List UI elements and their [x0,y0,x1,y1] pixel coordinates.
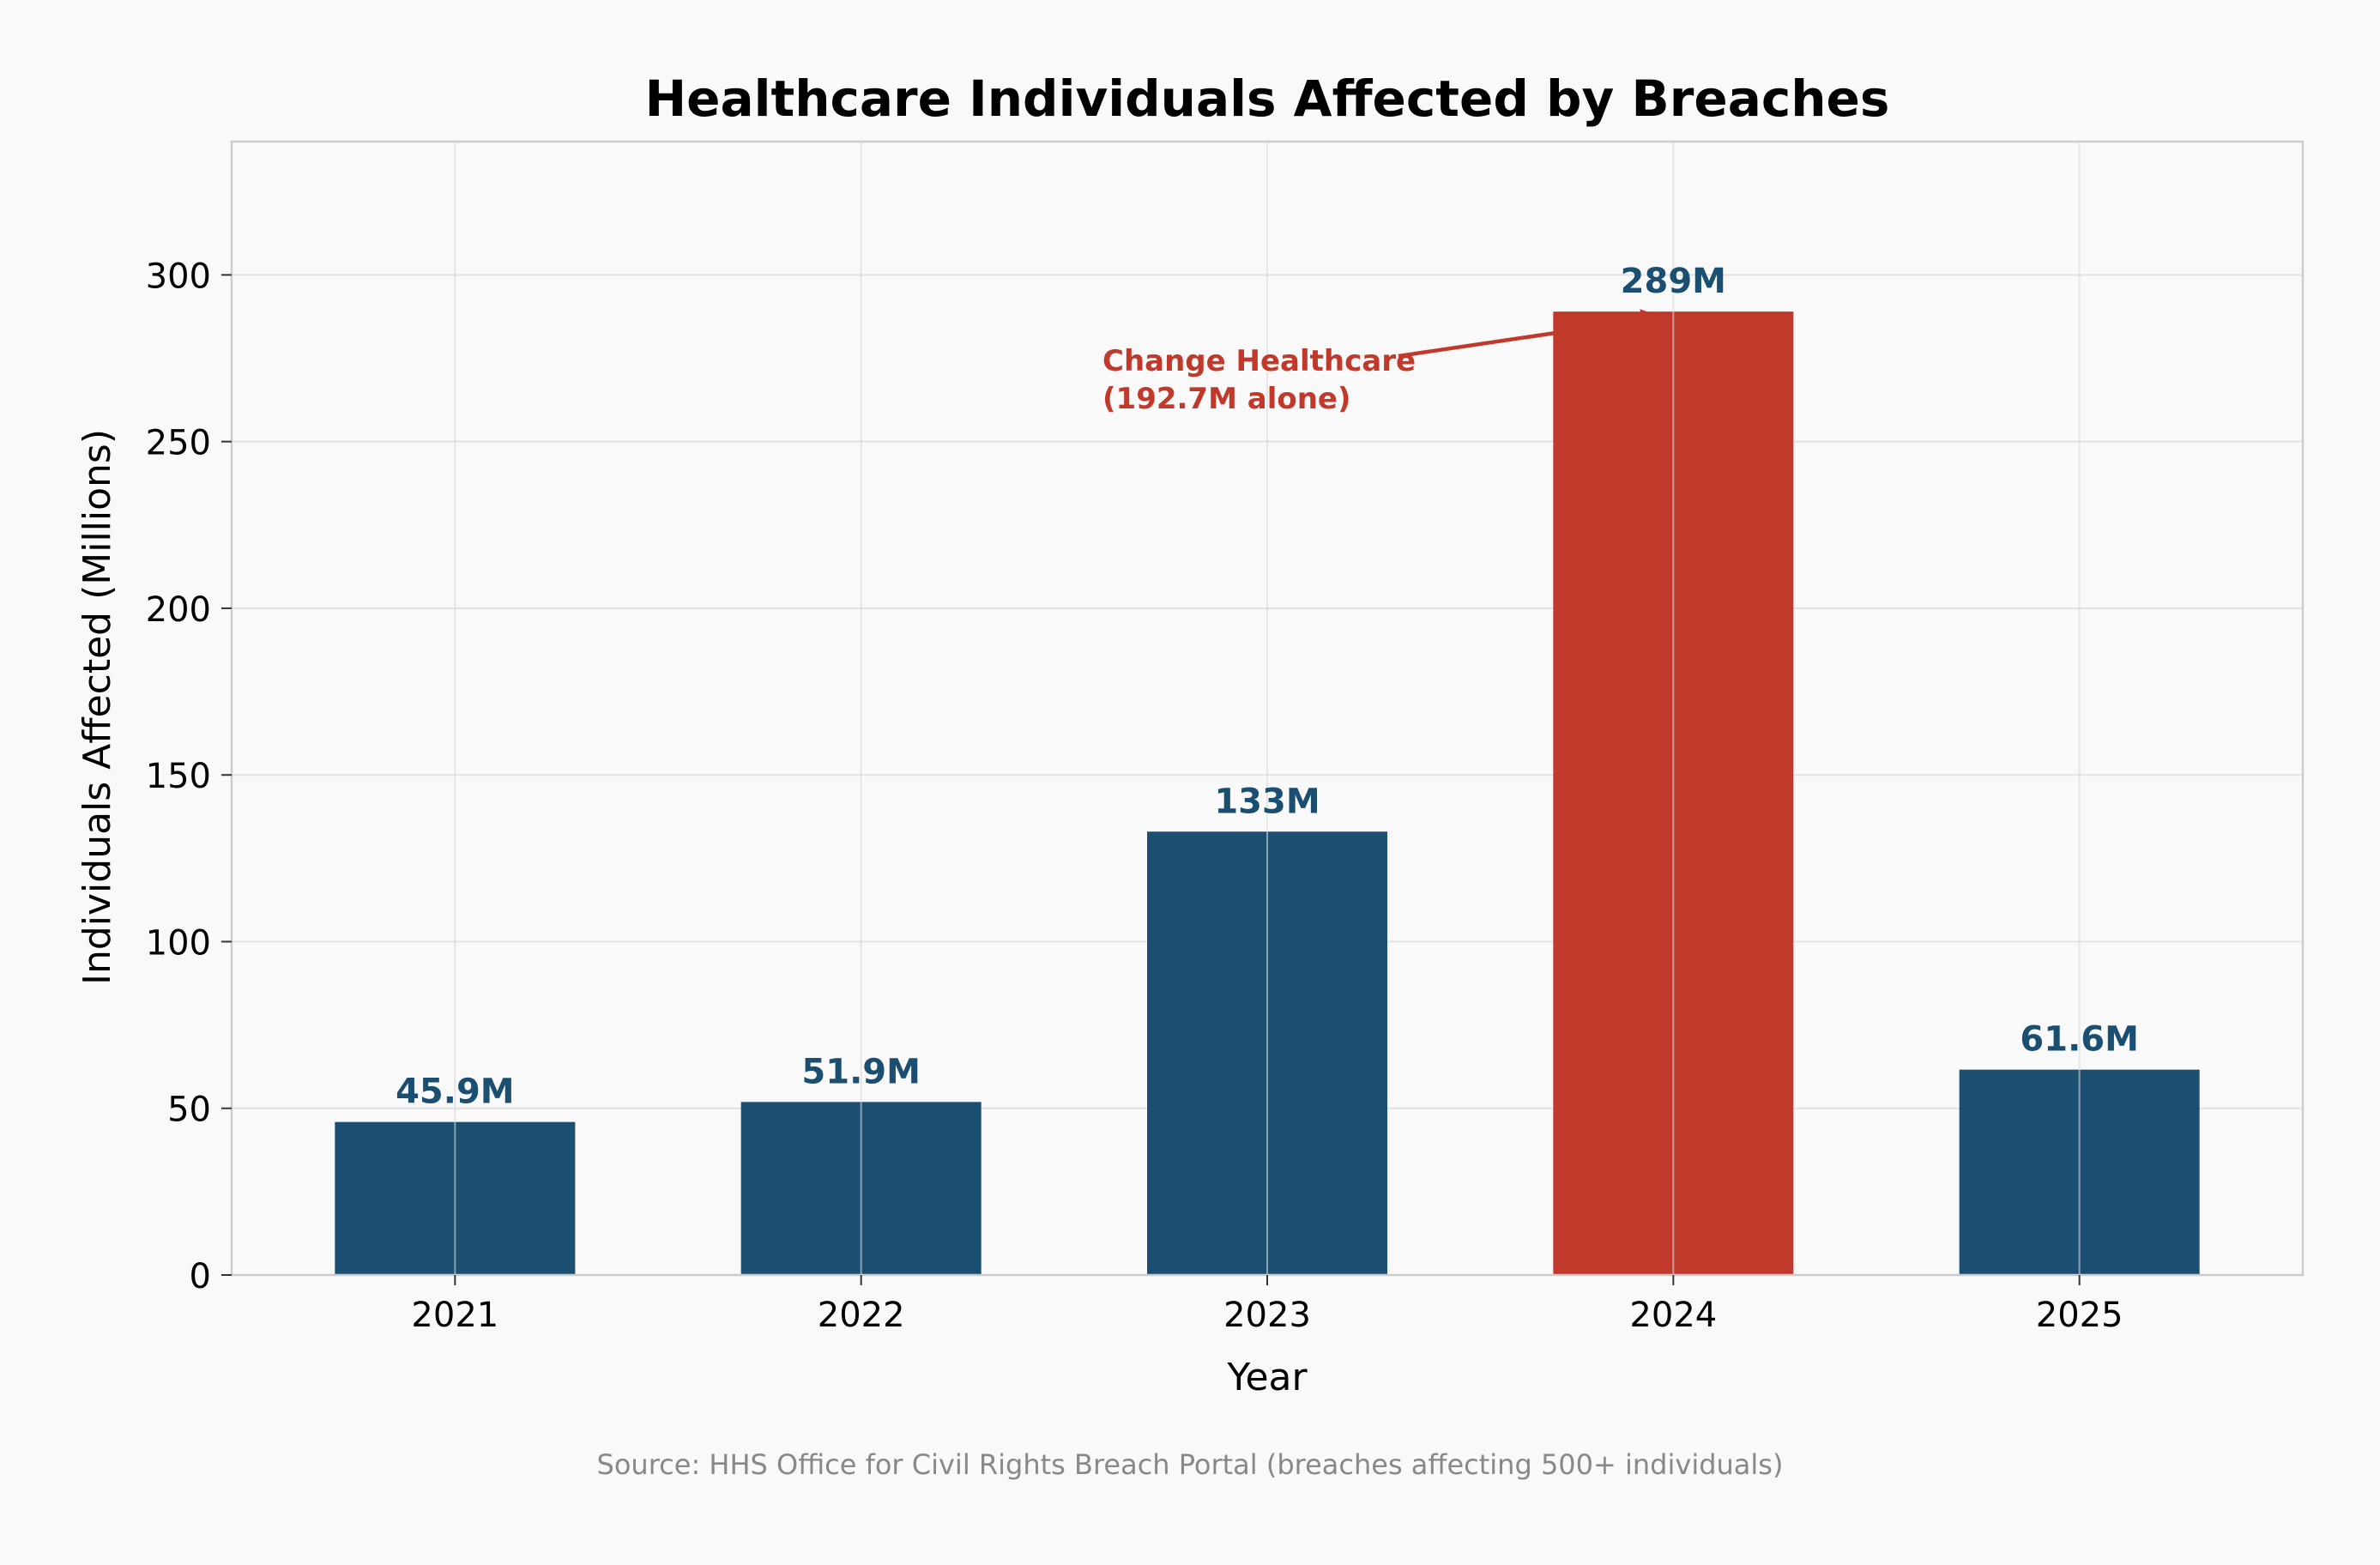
y-axis-label: Individuals Affected (Millions) [76,429,119,985]
y-tick-label: 150 [146,757,211,796]
data-label-2025: 61.6M [2020,1020,2139,1060]
y-tick-label: 100 [146,923,211,963]
data-label-2023: 133M [1214,782,1320,821]
annotation-text-line: (192.7M alone) [1102,382,1351,416]
x-tick-label-2023: 2023 [1223,1296,1311,1335]
y-tick-label: 50 [167,1091,211,1130]
x-tick-label-2025: 2025 [2036,1296,2123,1335]
annotation-arrow-line [1398,316,1654,359]
chart-title: Healthcare Individuals Affected by Breac… [645,69,1890,128]
data-label-2021: 45.9M [396,1073,515,1112]
y-tick-label: 0 [190,1257,211,1296]
y-tick-label: 200 [146,590,211,630]
data-label-2024: 289M [1621,262,1726,301]
x-tick-label-2022: 2022 [818,1296,905,1335]
x-axis-label: Year [1226,1356,1308,1399]
x-tick-label-2021: 2021 [411,1296,498,1335]
source-note: Source: HHS Office for Civil Rights Brea… [597,1448,1784,1481]
y-tick-label: 250 [146,424,211,463]
data-label-2022: 51.9M [801,1052,921,1091]
x-tick-label-2024: 2024 [1629,1296,1717,1335]
y-tick-label: 300 [146,257,211,296]
annotation-text-line: Change Healthcare [1102,344,1416,378]
annotation-arrow-head [1640,309,1661,326]
